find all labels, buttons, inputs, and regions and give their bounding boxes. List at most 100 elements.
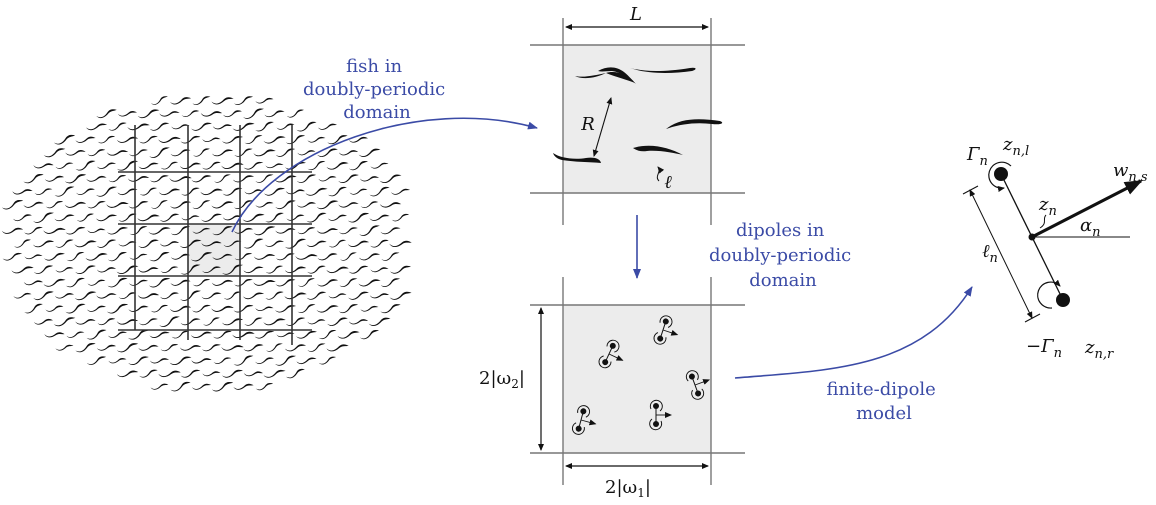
school-fish — [74, 291, 97, 301]
school-fish — [255, 96, 274, 105]
school-fish — [307, 135, 326, 144]
school-fish — [118, 292, 137, 300]
school-fish — [23, 200, 44, 210]
school-fish — [169, 356, 192, 366]
school-fish — [74, 316, 96, 327]
school-fish — [86, 200, 107, 209]
school-fish — [129, 253, 148, 261]
school-fish — [43, 252, 66, 261]
school-fish — [368, 186, 391, 198]
school-fish — [108, 174, 127, 183]
school-fish — [96, 239, 117, 249]
school-fish — [380, 277, 401, 288]
school-fish — [148, 277, 172, 289]
school-fish — [87, 148, 106, 157]
school-fish — [284, 343, 307, 352]
school-fish — [379, 303, 402, 314]
school-fish — [1, 225, 24, 236]
school-fish — [95, 290, 117, 301]
school-fish — [265, 342, 284, 353]
school-fish — [326, 317, 349, 327]
school-fish — [253, 147, 276, 158]
circulation-arrow-pos — [988, 161, 1012, 192]
school-fish — [359, 174, 380, 184]
school-fish — [265, 265, 284, 275]
school-fish — [233, 382, 254, 392]
school-fish — [274, 354, 298, 367]
school-fish — [127, 121, 150, 132]
school-fish — [64, 199, 87, 211]
label-dipole-length: ℓn — [982, 241, 998, 266]
school-fish — [232, 174, 255, 183]
school-fish — [263, 369, 286, 378]
school-fish — [75, 135, 96, 145]
school-fish — [117, 109, 138, 119]
school-fish — [388, 238, 412, 250]
school-fish — [86, 225, 106, 236]
fish-2 — [598, 67, 636, 84]
school-fish — [32, 160, 54, 172]
domain-fish — [553, 67, 723, 163]
school-fish — [306, 160, 327, 171]
center-pointer — [1039, 214, 1047, 229]
school-fish — [275, 305, 296, 313]
school-fish — [181, 110, 200, 118]
school-fish — [358, 148, 381, 158]
school-fish — [97, 317, 116, 326]
dipole-glyph — [572, 405, 597, 435]
school-fish — [53, 134, 77, 146]
school-fish — [190, 329, 213, 340]
school-fish — [252, 277, 276, 289]
school-fish — [1, 199, 25, 211]
school-fish — [202, 316, 221, 327]
school-fish — [43, 278, 66, 287]
school-fish — [274, 199, 297, 210]
school-fish — [253, 225, 276, 236]
school-fish — [76, 213, 95, 223]
school-fish — [42, 225, 66, 237]
arrow-to-finite-dipole — [734, 286, 973, 379]
school-fish — [264, 109, 285, 118]
school-fish — [96, 343, 117, 352]
school-fish — [347, 212, 371, 224]
school-fish — [149, 122, 170, 132]
school-fish — [160, 292, 179, 300]
school-fish — [53, 316, 76, 327]
school-fish — [307, 317, 326, 326]
school-fish — [105, 199, 129, 211]
school-fish — [179, 342, 202, 354]
school-fish — [328, 291, 347, 301]
school-fish — [337, 199, 359, 210]
school-fish — [211, 148, 234, 158]
school-fish — [55, 265, 74, 274]
school-fish — [108, 356, 127, 365]
velocity-arrow — [1031, 179, 1143, 239]
school-fish — [128, 200, 149, 209]
school-fish — [306, 342, 327, 353]
label-velocity: wn,s — [1113, 160, 1148, 185]
school-fish — [254, 330, 275, 339]
school-fish — [317, 253, 338, 261]
school-fish — [233, 147, 254, 158]
school-fish — [85, 252, 108, 261]
school-fish — [138, 161, 159, 171]
school-fish — [32, 239, 55, 249]
school-fish — [170, 252, 191, 261]
school-fish — [231, 329, 255, 341]
school-fish — [199, 186, 223, 198]
school-fish — [317, 122, 338, 131]
school-fish — [157, 134, 181, 146]
school-fish — [149, 174, 170, 183]
school-fish — [232, 354, 255, 367]
school-fish — [201, 291, 222, 300]
dipole-glyph — [598, 339, 624, 369]
school-fish — [150, 304, 169, 313]
school-fish — [337, 330, 360, 339]
school-fish — [150, 199, 169, 210]
school-fish — [149, 330, 170, 340]
school-fish — [43, 147, 66, 158]
school-fish — [296, 356, 317, 365]
school-fish — [64, 147, 86, 158]
school-fish — [328, 239, 347, 248]
school-fish — [107, 251, 129, 262]
